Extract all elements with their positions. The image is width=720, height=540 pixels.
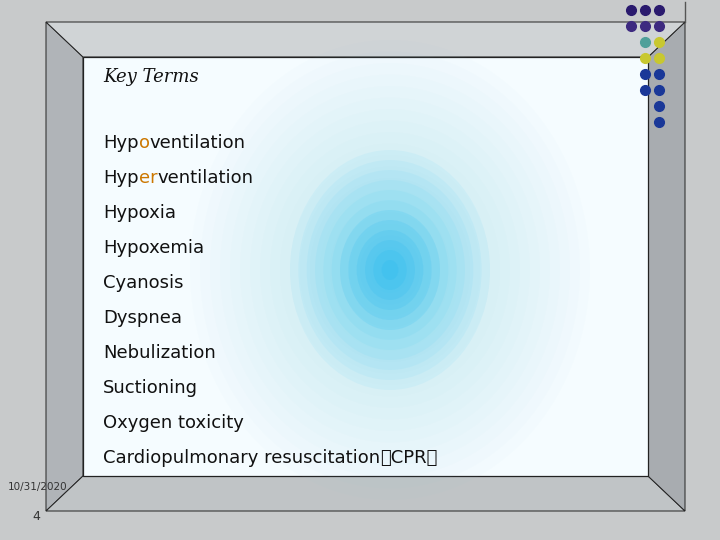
Text: Suctioning: Suctioning <box>103 379 198 397</box>
Text: ventilation: ventilation <box>150 134 246 152</box>
Ellipse shape <box>365 240 415 300</box>
Ellipse shape <box>374 250 407 290</box>
Text: Dyspnea: Dyspnea <box>103 309 182 327</box>
Ellipse shape <box>332 200 449 340</box>
Text: Cyanosis: Cyanosis <box>103 274 184 292</box>
Text: 10/31/2020: 10/31/2020 <box>8 482 68 492</box>
Bar <box>83 57 648 476</box>
Ellipse shape <box>298 160 482 380</box>
Polygon shape <box>46 476 685 511</box>
Ellipse shape <box>340 210 440 330</box>
Ellipse shape <box>348 220 432 320</box>
Ellipse shape <box>382 260 398 280</box>
Ellipse shape <box>290 150 490 390</box>
Polygon shape <box>46 22 685 57</box>
Ellipse shape <box>348 220 432 320</box>
Text: （CPR）: （CPR） <box>380 449 438 467</box>
Ellipse shape <box>382 260 398 280</box>
Text: Cardiopulmonary resuscitation: Cardiopulmonary resuscitation <box>103 449 380 467</box>
Polygon shape <box>46 22 83 511</box>
Ellipse shape <box>356 230 423 310</box>
Text: 4: 4 <box>32 510 40 523</box>
Ellipse shape <box>307 170 473 370</box>
Text: o: o <box>139 134 150 152</box>
Text: er: er <box>139 169 157 187</box>
Text: Hypoxia: Hypoxia <box>103 204 176 222</box>
Ellipse shape <box>365 240 415 300</box>
Text: Nebulization: Nebulization <box>103 344 216 362</box>
Ellipse shape <box>315 180 465 360</box>
Ellipse shape <box>374 250 407 290</box>
Polygon shape <box>648 22 685 511</box>
Text: Hyp: Hyp <box>103 169 139 187</box>
Text: Key Terms: Key Terms <box>103 68 199 86</box>
Ellipse shape <box>323 190 456 350</box>
Text: Hyp: Hyp <box>103 134 139 152</box>
Text: Hypoxemia: Hypoxemia <box>103 239 204 257</box>
Ellipse shape <box>340 210 440 330</box>
Text: Oxygen toxicity: Oxygen toxicity <box>103 414 244 432</box>
Text: ventilation: ventilation <box>157 169 253 187</box>
Ellipse shape <box>356 230 423 310</box>
